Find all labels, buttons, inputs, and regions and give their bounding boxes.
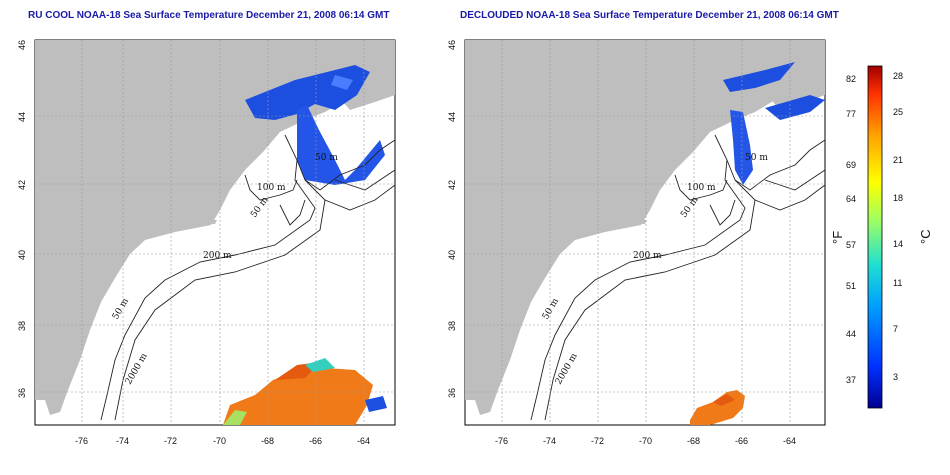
left-lat-tick: 44	[17, 112, 27, 122]
celsius-tick: 28	[893, 71, 903, 81]
fahrenheit-tick: 69	[846, 160, 856, 170]
right-lat-tick: 44	[447, 112, 457, 122]
right-lon-tick: -66	[735, 436, 748, 446]
right-lat-tick: 40	[447, 250, 457, 260]
fahrenheit-tick: 77	[846, 109, 856, 119]
right-lon-tick: -70	[639, 436, 652, 446]
right-contour-label-200m: 200 m	[633, 251, 662, 261]
celsius-tick: 3	[893, 372, 898, 382]
right-lon-tick: -76	[495, 436, 508, 446]
fahrenheit-tick: 64	[846, 194, 856, 204]
left-contour-label-100m: 100 m	[257, 183, 286, 193]
right-map-panel: 50 m 100 m 50 m 200 m 50 m 2000 m -76 -7…	[447, 39, 826, 446]
left-lon-tick: -76	[75, 436, 88, 446]
left-contour-label-50m-a: 50 m	[315, 153, 338, 163]
celsius-tick: 14	[893, 239, 903, 249]
left-lon-tick: -74	[116, 436, 129, 446]
celsius-tick: 25	[893, 107, 903, 117]
left-lon-ticks: -76 -74 -72 -70 -68 -66 -64	[75, 436, 370, 446]
fahrenheit-tick: 57	[846, 240, 856, 250]
right-grid	[465, 40, 825, 425]
left-contour-label-200m: 200 m	[203, 251, 232, 261]
celsius-tick: 11	[893, 278, 902, 288]
right-panel-title: DECLOUDED NOAA-18 Sea Surface Temperatur…	[460, 10, 839, 21]
right-cold-sst-patch	[723, 62, 825, 185]
fahrenheit-tick: 51	[846, 281, 856, 291]
left-lat-tick: 46	[17, 40, 27, 50]
temperature-colorbar: 82 77 69 64 57 51 44 37 28 25 21 18 14 1…	[830, 65, 933, 409]
right-lon-tick: -64	[783, 436, 796, 446]
right-lat-tick: 46	[447, 40, 457, 50]
left-lat-tick: 40	[17, 250, 27, 260]
left-lat-tick: 36	[17, 388, 27, 398]
right-contour-label-100m: 100 m	[687, 183, 716, 193]
left-lon-tick: -72	[164, 436, 177, 446]
celsius-tick: 7	[893, 324, 898, 334]
left-lon-tick: -66	[309, 436, 322, 446]
left-lon-tick: -68	[261, 436, 274, 446]
right-lon-tick: -68	[687, 436, 700, 446]
right-lat-tick: 38	[447, 321, 457, 331]
right-lon-tick: -72	[591, 436, 604, 446]
left-lat-tick: 38	[17, 321, 27, 331]
left-lat-tick: 42	[17, 180, 27, 190]
colorbar-fahrenheit-ticks: 82 77 69 64 57 51 44 37	[846, 74, 856, 385]
right-lat-tick: 36	[447, 388, 457, 398]
fahrenheit-tick: 82	[846, 74, 856, 84]
right-lon-ticks: -76 -74 -72 -70 -68 -66 -64	[495, 436, 796, 446]
left-warm-sst-patch	[223, 358, 387, 425]
right-lon-tick: -74	[543, 436, 556, 446]
left-map-panel: 50 m 100 m 50 m 200 m 50 m 2000 m -76 -7…	[17, 39, 396, 446]
right-warm-sst-patch	[690, 390, 745, 425]
left-lat-ticks: 46 44 42 40 38 36	[17, 40, 27, 398]
colorbar-gradient	[867, 65, 883, 409]
colorbar-celsius-ticks: 28 25 21 18 14 11 7 3	[893, 71, 903, 382]
fahrenheit-unit-label: °F	[830, 231, 845, 244]
celsius-unit-label: °C	[918, 229, 933, 244]
fahrenheit-tick: 44	[846, 329, 856, 339]
left-panel-title: RU COOL NOAA-18 Sea Surface Temperature …	[28, 10, 390, 21]
right-lat-ticks: 46 44 42 40 38 36	[447, 40, 457, 398]
left-cold-sst-patch	[245, 65, 385, 185]
left-grid	[35, 40, 395, 425]
right-lat-tick: 42	[447, 180, 457, 190]
left-lon-tick: -64	[357, 436, 370, 446]
right-contour-label-50m-a: 50 m	[745, 153, 768, 163]
fahrenheit-tick: 37	[846, 375, 856, 385]
celsius-tick: 21	[893, 155, 903, 165]
celsius-tick: 18	[893, 193, 903, 203]
left-lon-tick: -70	[213, 436, 226, 446]
